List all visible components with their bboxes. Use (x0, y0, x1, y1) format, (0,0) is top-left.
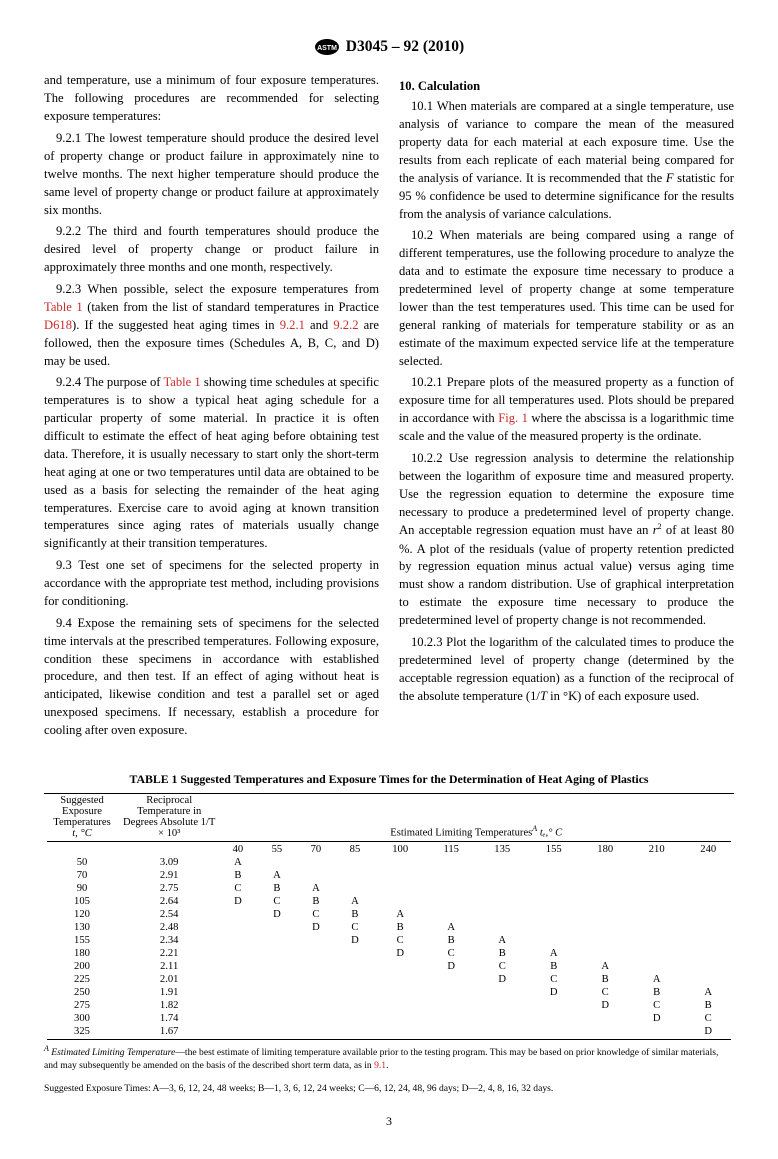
footnote-times: Suggested Exposure Times: A—3, 6, 12, 24… (44, 1083, 734, 1096)
est-heading: Estimated Limiting TemperaturesA tₑ,° C (218, 794, 734, 840)
table-row: 2501.91DCBA (44, 986, 734, 999)
temp-col-headers: 40557085100115135155180210240 (44, 843, 734, 856)
p-10-1: 10.1 When materials are compared at a si… (399, 98, 734, 223)
link-table1-a[interactable]: Table 1 (44, 300, 83, 314)
table-row: 702.91BA (44, 869, 734, 882)
p-93: 9.3 Test one set of specimens for the se… (44, 557, 379, 611)
table-row: 2252.01DCBA (44, 973, 734, 986)
p-921: 9.2.1 The lowest temperature should prod… (44, 130, 379, 219)
astm-logo-icon: ASTM (314, 38, 340, 56)
link-fig1[interactable]: Fig. 1 (498, 411, 528, 425)
p-94: 9.4 Expose the remaining sets of specime… (44, 615, 379, 740)
p-922: 9.2.2 The third and fourth temperatures … (44, 223, 379, 277)
table-row: 902.75CBA (44, 882, 734, 895)
h-10: 10. Calculation (399, 78, 734, 96)
p-924: 9.2.4 The purpose of Table 1 showing tim… (44, 374, 379, 553)
table-row: 2002.11DCBA (44, 960, 734, 973)
table-row: 1052.64DCBA (44, 895, 734, 908)
p-10-2-3: 10.2.3 Plot the logarithm of the calcula… (399, 634, 734, 706)
table-row: 1802.21DCBA (44, 947, 734, 960)
table-row: 1552.34DCBA (44, 934, 734, 947)
link-table1-b[interactable]: Table 1 (163, 375, 200, 389)
doc-id: D3045 – 92 (2010) (346, 38, 464, 55)
page-header: ASTM D3045 – 92 (2010) (44, 38, 734, 56)
table-row: 503.09A (44, 856, 734, 869)
table-1: TABLE 1 Suggested Temperatures and Expos… (44, 772, 734, 1096)
p-10-2: 10.2 When materials are being compared u… (399, 227, 734, 370)
p-10-2-1: 10.2.1 Prepare plots of the measured pro… (399, 374, 734, 446)
table-row: 2751.82DCB (44, 999, 734, 1012)
F-stat: F (666, 171, 674, 185)
right-column: 10. Calculation 10.1 When materials are … (399, 72, 734, 744)
link-d618[interactable]: D618 (44, 318, 72, 332)
link-91[interactable]: 9.1 (374, 1060, 386, 1071)
table-body: SuggestedExposureTemperaturest, °C Recip… (44, 794, 734, 1041)
p-923: 9.2.3 When possible, select the exposure… (44, 281, 379, 370)
table-row: 3001.74DC (44, 1012, 734, 1025)
link-921[interactable]: 9.2.1 (280, 318, 305, 332)
table-row: 1202.54DCBA (44, 908, 734, 921)
p-921-cont: and temperature, use a minimum of four e… (44, 72, 379, 126)
link-922[interactable]: 9.2.2 (333, 318, 358, 332)
table-title: TABLE 1 Suggested Temperatures and Expos… (44, 772, 734, 787)
svg-text:ASTM: ASTM (317, 45, 337, 52)
table-row: 3251.67D (44, 1025, 734, 1038)
page-number: 3 (44, 1114, 734, 1129)
p-10-2-2: 10.2.2 Use regression analysis to determ… (399, 450, 734, 630)
left-column: and temperature, use a minimum of four e… (44, 72, 379, 744)
footnote-a: A Estimated Limiting Temperature—the bes… (44, 1044, 734, 1073)
table-row: 1302.48DCBA (44, 921, 734, 934)
